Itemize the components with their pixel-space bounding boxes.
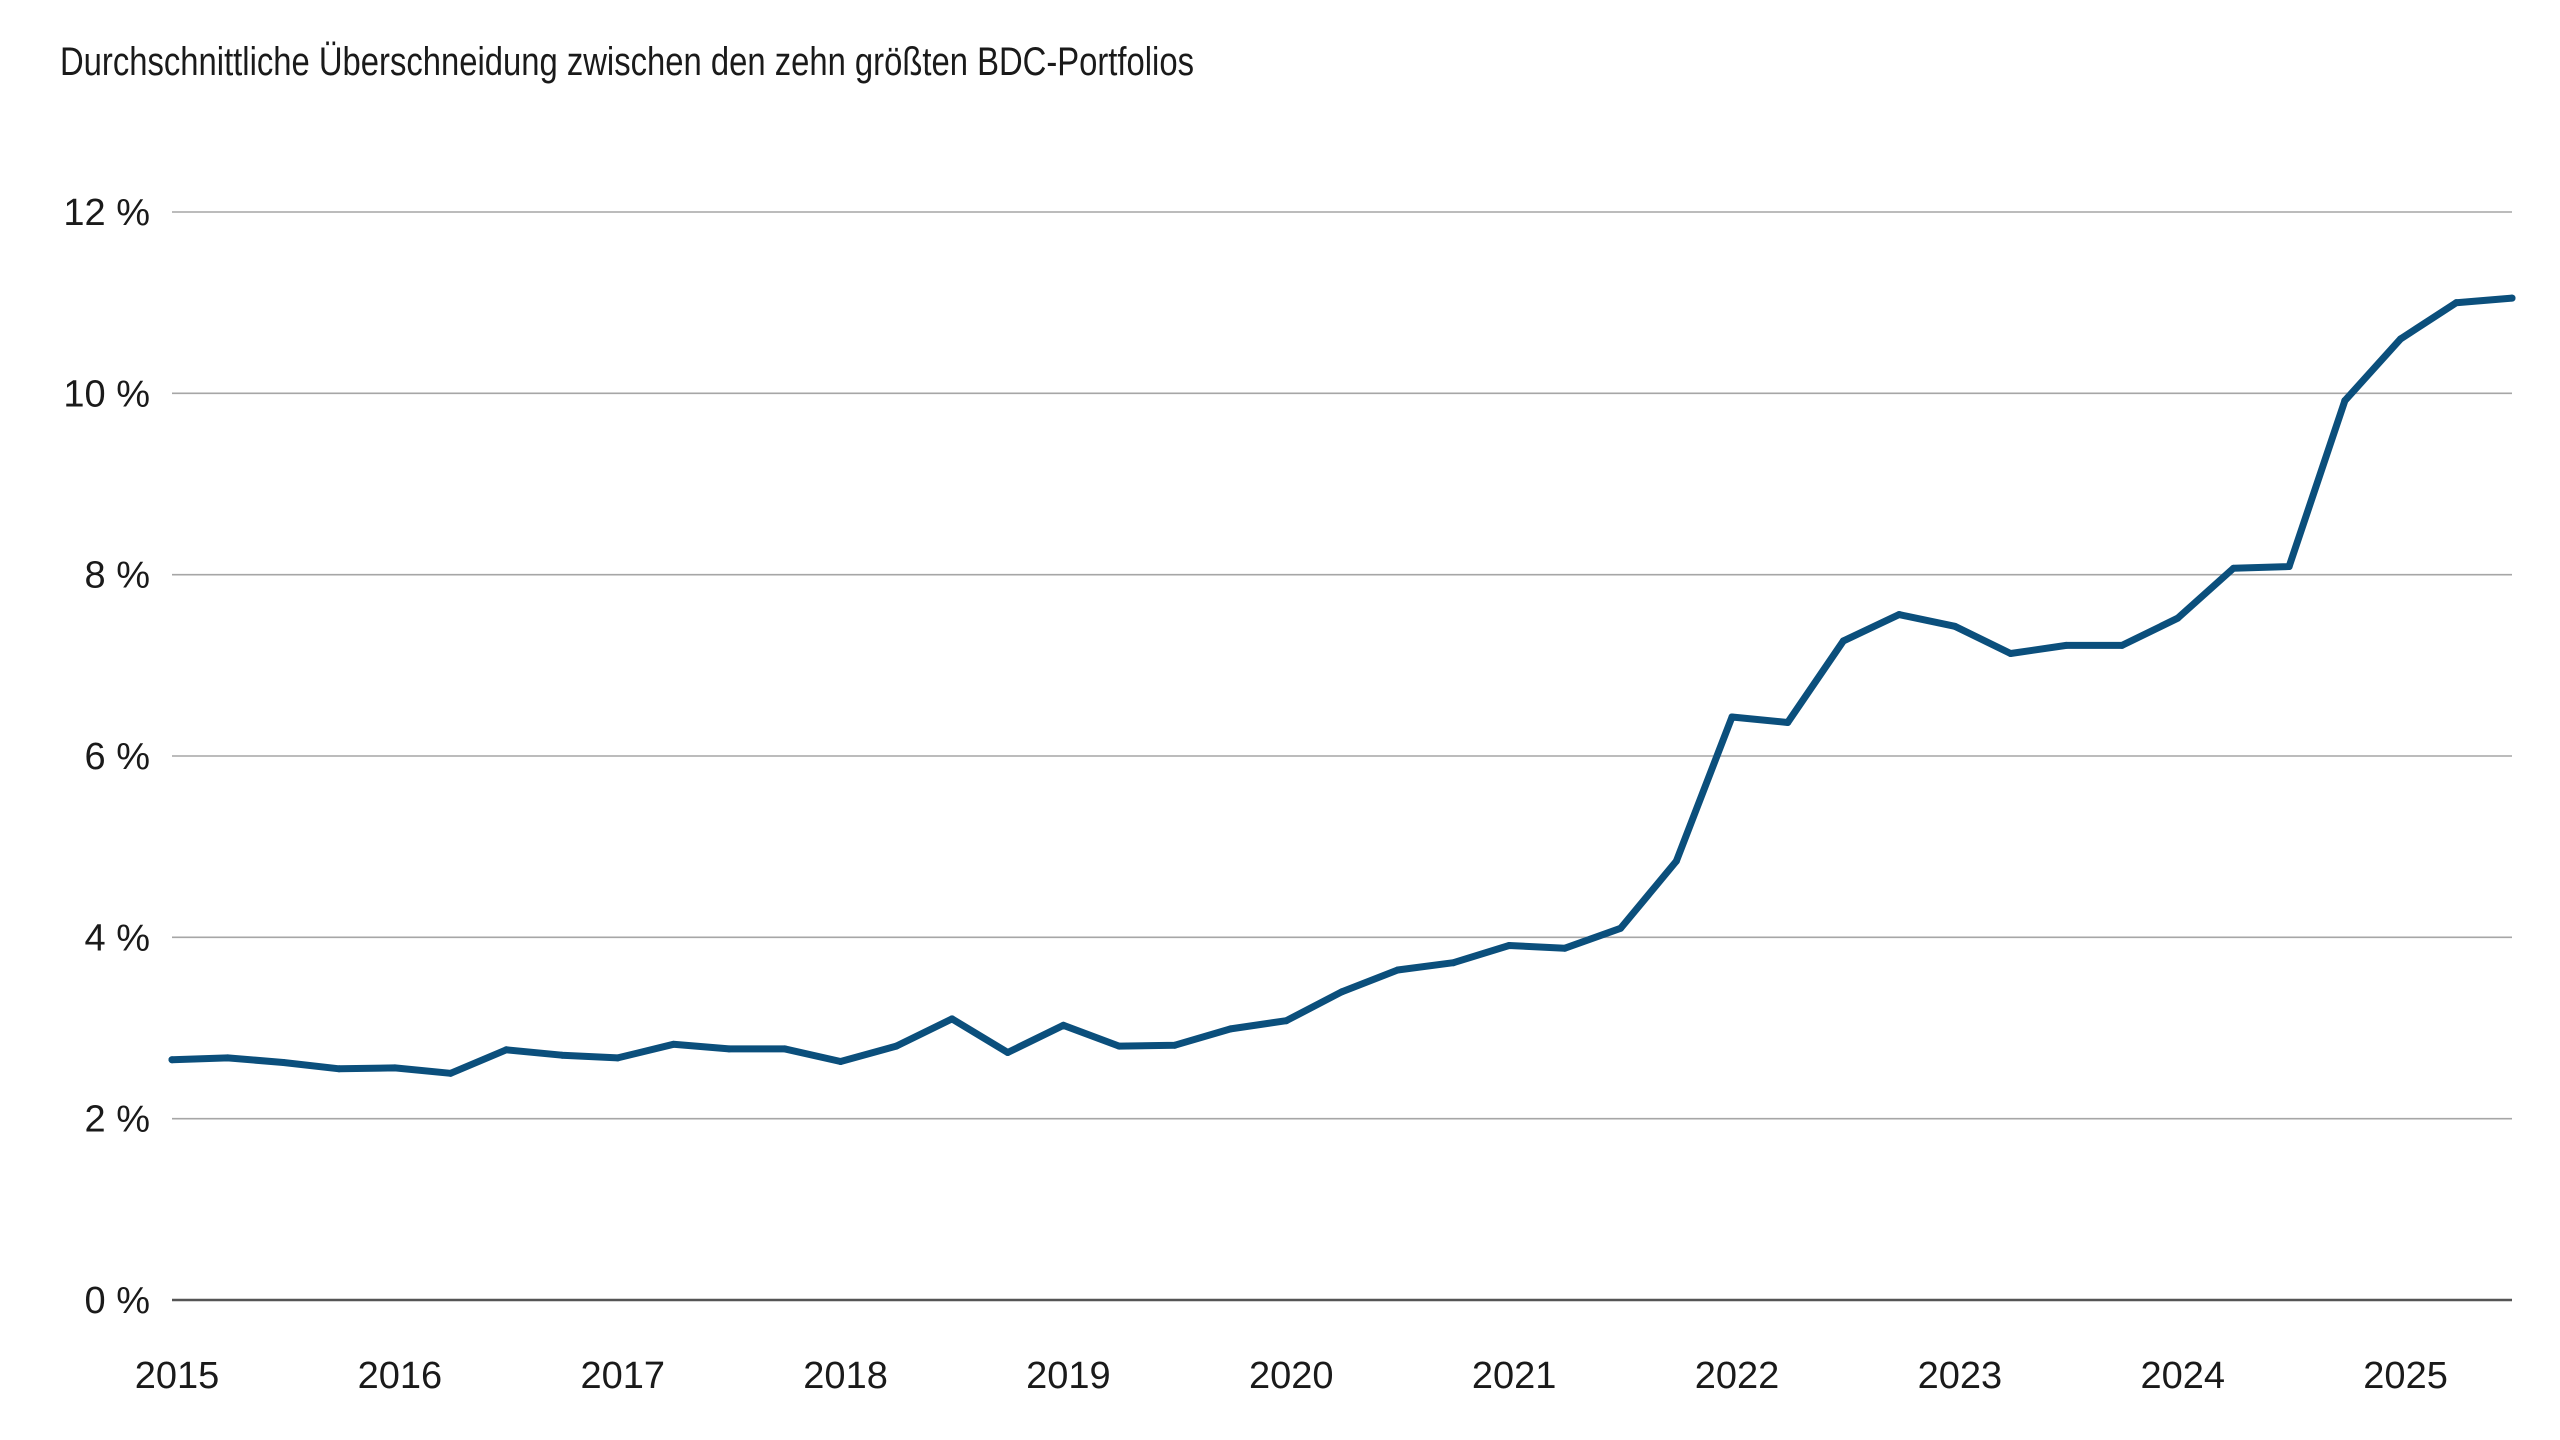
data-point xyxy=(2508,294,2516,302)
x-tick-label: 2017 xyxy=(580,1355,665,1397)
data-point xyxy=(1951,622,1959,630)
data-point xyxy=(1895,611,1903,619)
series-layer xyxy=(168,294,2516,1077)
x-tick-label: 2016 xyxy=(358,1355,443,1397)
data-point xyxy=(2397,335,2405,343)
data-point xyxy=(1449,959,1457,967)
data-point xyxy=(1784,718,1792,726)
data-point xyxy=(669,1040,677,1048)
x-tick-label: 2025 xyxy=(2363,1355,2448,1397)
data-point xyxy=(781,1045,789,1053)
data-point xyxy=(2341,397,2349,405)
data-point xyxy=(1338,988,1346,996)
data-point xyxy=(892,1042,900,1050)
data-point xyxy=(1728,713,1736,721)
data-point xyxy=(1004,1048,1012,1056)
data-point xyxy=(2452,299,2460,307)
data-point xyxy=(837,1058,845,1066)
data-point xyxy=(335,1065,343,1073)
chart-title: Durchschnittliche Überschneidung zwische… xyxy=(60,40,1194,84)
data-point xyxy=(2118,641,2126,649)
data-point xyxy=(725,1045,733,1053)
data-point xyxy=(1839,637,1847,645)
y-tick-label: 2 % xyxy=(85,1099,150,1141)
y-axis-labels: 0 % 2 % 4 % 6 % 8 % 10 % 12 % xyxy=(63,192,150,1322)
x-tick-label: 2024 xyxy=(2140,1355,2225,1397)
data-point xyxy=(168,1056,176,1064)
data-point xyxy=(558,1051,566,1059)
x-tick-label: 2022 xyxy=(1695,1355,1780,1397)
data-point xyxy=(2007,650,2015,658)
x-tick-label: 2015 xyxy=(135,1355,220,1397)
y-tick-label: 6 % xyxy=(85,736,150,778)
data-point xyxy=(1171,1041,1179,1049)
data-point xyxy=(2285,563,2293,571)
data-point xyxy=(502,1046,510,1054)
data-point xyxy=(1561,944,1569,952)
y-tick-label: 10 % xyxy=(63,373,150,415)
data-point xyxy=(1282,1017,1290,1025)
x-tick-label: 2023 xyxy=(1918,1355,2003,1397)
data-point xyxy=(1227,1025,1235,1033)
y-tick-label: 8 % xyxy=(85,555,150,597)
x-tick-label: 2020 xyxy=(1249,1355,1334,1397)
data-point xyxy=(1617,924,1625,932)
x-tick-label: 2018 xyxy=(803,1355,888,1397)
x-axis-labels: 2015 2016 2017 2018 2019 2020 2021 2022 2023 2024… xyxy=(135,1355,2448,1397)
y-tick-label: 0 % xyxy=(85,1280,150,1322)
data-point xyxy=(948,1015,956,1023)
data-point xyxy=(2062,641,2070,649)
y-tick-label: 4 % xyxy=(85,917,150,959)
data-point xyxy=(1394,966,1402,974)
data-point xyxy=(1505,941,1513,949)
data-point xyxy=(2229,564,2237,572)
gridlines xyxy=(172,211,2512,1302)
data-point xyxy=(391,1064,399,1072)
data-point xyxy=(1059,1021,1067,1029)
data-point xyxy=(1672,857,1680,865)
data-point xyxy=(614,1054,622,1062)
data-point xyxy=(279,1058,287,1066)
x-tick-label: 2021 xyxy=(1472,1355,1557,1397)
data-point xyxy=(447,1069,455,1077)
y-tick-label: 12 % xyxy=(63,192,150,234)
data-point xyxy=(2174,614,2182,622)
x-tick-label: 2019 xyxy=(1026,1355,1111,1397)
data-point xyxy=(224,1054,232,1062)
series-line xyxy=(168,294,2516,1077)
data-point xyxy=(1115,1042,1123,1050)
